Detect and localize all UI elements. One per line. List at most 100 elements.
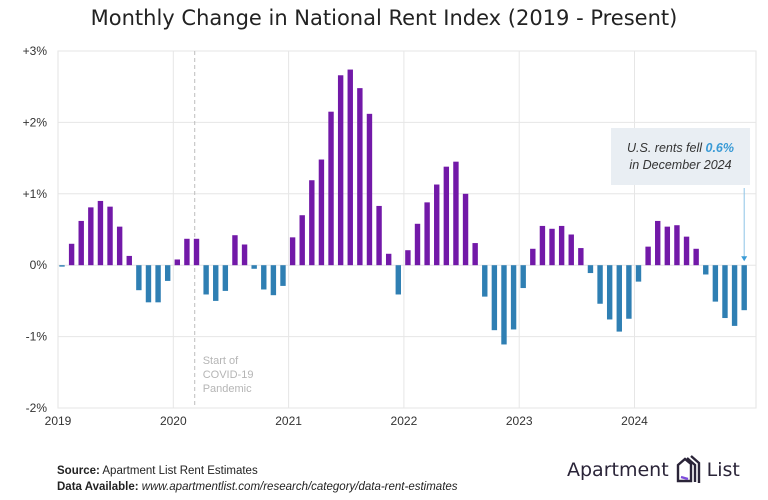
x-tick-label: 2020 [160, 414, 187, 428]
bar [453, 161, 459, 266]
bar [164, 265, 171, 281]
bar [558, 225, 565, 266]
bar [472, 243, 478, 266]
bar [616, 265, 622, 332]
x-tick-label: 2019 [45, 414, 72, 428]
bar [491, 265, 498, 331]
bar [645, 246, 651, 266]
bar [683, 236, 690, 266]
bar [97, 200, 104, 266]
bar [568, 234, 574, 266]
bar [530, 248, 536, 266]
bar [405, 250, 411, 266]
bar [203, 265, 209, 295]
footer: Source: Apartment List Rent Estimates Da… [57, 463, 458, 495]
data-url-link[interactable]: www.apartmentlist.com/research/category/… [138, 481, 458, 493]
bar [328, 111, 334, 266]
bar [587, 265, 594, 274]
bar [741, 265, 747, 311]
bar [578, 248, 584, 266]
plot-frame [57, 50, 757, 409]
bar [693, 248, 699, 266]
bar [222, 265, 229, 291]
bar [107, 206, 113, 266]
covid-marker-label: Pandemic [203, 383, 252, 395]
x-tick-label: 2022 [391, 414, 418, 428]
y-tick-label: +3% [23, 44, 48, 58]
bar [606, 265, 613, 320]
bar [78, 220, 84, 266]
bar [712, 265, 719, 302]
bar [347, 69, 353, 266]
data-line: Data Available: www.apartmentlist.com/re… [57, 481, 458, 493]
bar [520, 265, 526, 289]
bar [309, 180, 315, 266]
bar [424, 202, 430, 266]
bar [731, 265, 738, 326]
bar [280, 265, 286, 286]
bar [136, 265, 142, 291]
bar [88, 207, 94, 266]
bar [155, 265, 161, 303]
annotation-line1: U.S. rents fell 0.6% [627, 140, 735, 155]
bar [59, 265, 65, 267]
bar [395, 265, 401, 295]
bar [549, 228, 555, 266]
y-tick-label: -2% [26, 401, 48, 415]
annotation-line2: in December 2024 [629, 157, 732, 172]
bar [414, 223, 421, 266]
bar [116, 226, 123, 266]
x-tick-label: 2023 [506, 414, 533, 428]
bar [376, 205, 382, 266]
bar [539, 225, 546, 266]
annotation-box: U.S. rents fell 0.6% in December 2024 [611, 128, 750, 185]
bar [145, 265, 152, 303]
bar [482, 265, 488, 297]
bar [261, 265, 267, 290]
bar [337, 75, 344, 266]
bar [655, 220, 661, 266]
bar [385, 253, 392, 266]
covid-marker-label: Start of [203, 355, 239, 367]
bar [251, 265, 257, 269]
bar [434, 184, 440, 266]
bar [289, 237, 296, 266]
bar [126, 255, 132, 266]
bar [664, 226, 671, 266]
covid-marker-label: COVID-19 [203, 369, 254, 381]
chart-title: Monthly Change in National Rent Index (2… [90, 6, 678, 30]
bar [635, 265, 642, 282]
y-tick-label: 0% [30, 258, 48, 272]
bar [703, 265, 709, 275]
y-tick-label: +2% [23, 115, 48, 129]
annotation-arrowhead [741, 256, 748, 262]
bar [597, 265, 603, 304]
bar [174, 259, 180, 266]
bar [501, 265, 507, 345]
bar [299, 215, 305, 266]
x-tick-label: 2024 [621, 414, 648, 428]
bar [462, 193, 469, 266]
apartment-list-logo: Apartment List [567, 455, 740, 485]
bar [318, 159, 325, 266]
bar [357, 88, 363, 266]
bar [232, 235, 238, 266]
y-tick-label: -1% [26, 330, 48, 344]
source-line: Source: Apartment List Rent Estimates [57, 465, 258, 477]
bar [366, 113, 373, 266]
y-tick-label: +1% [23, 187, 48, 201]
building-stack-icon [676, 455, 700, 483]
bar [674, 225, 680, 266]
bar [241, 244, 248, 266]
bar [68, 243, 75, 266]
bar [626, 265, 632, 319]
bar [184, 238, 190, 266]
bar [193, 238, 200, 266]
bar [213, 265, 219, 301]
bar [270, 265, 277, 296]
bar [443, 166, 450, 266]
bar [722, 265, 728, 319]
annotation-highlight: 0.6% [705, 140, 735, 155]
x-tick-label: 2021 [275, 414, 302, 428]
